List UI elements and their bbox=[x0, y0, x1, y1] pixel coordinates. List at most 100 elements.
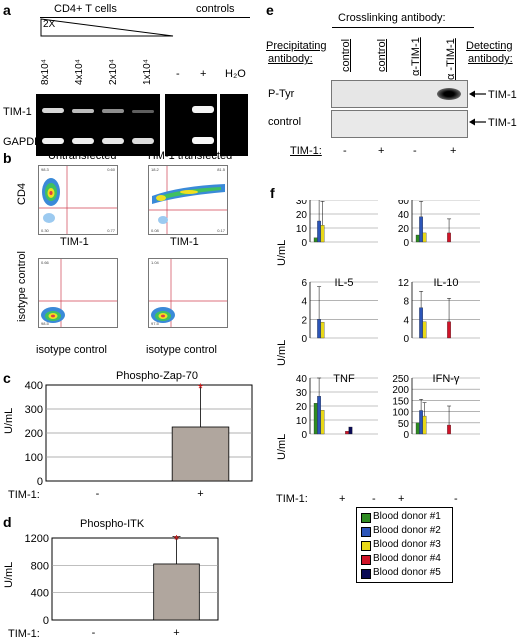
x-label-tim1-left: TIM-1 bbox=[60, 236, 89, 248]
tim-sign: - bbox=[413, 145, 417, 157]
chart-f-bar bbox=[419, 410, 423, 435]
chart-f-bar bbox=[313, 237, 318, 243]
facs-transfected-isotype: 1.04 97.5 bbox=[148, 258, 228, 328]
quadrant-value: 0.17 bbox=[217, 228, 225, 233]
chart-f-tick-label: 10 bbox=[296, 416, 308, 427]
precip-label-1: Precipitating bbox=[266, 40, 327, 52]
legend-label: Blood donor #1 bbox=[373, 511, 441, 522]
band bbox=[72, 109, 94, 113]
chart-c-tick-label: 400 bbox=[25, 380, 43, 392]
tim1-row-label-f: TIM-1: bbox=[276, 493, 308, 505]
chart-c-xlabel: TIM-1: bbox=[8, 489, 40, 501]
chart-d-tick-label: 800 bbox=[31, 560, 49, 572]
chart-f-tick-label: 2 bbox=[301, 315, 307, 326]
chart-f-tick-label: 6 bbox=[301, 278, 307, 289]
legend-swatch bbox=[361, 541, 371, 551]
band bbox=[42, 108, 64, 113]
panel-c-letter: c bbox=[3, 370, 11, 386]
chart-f-tick-label: 8 bbox=[403, 297, 409, 308]
quadrant-value: 98.3 bbox=[41, 167, 49, 172]
chart-c-category-label: + bbox=[197, 488, 203, 498]
legend-swatch bbox=[361, 527, 371, 537]
chart-f-bar bbox=[320, 321, 325, 339]
quadrant-value: 18.2 bbox=[151, 167, 159, 172]
chart-d-title: Phospho-ITK bbox=[80, 518, 145, 530]
crosslinking-underline bbox=[332, 27, 474, 28]
chart-f-tick-label: 20 bbox=[296, 402, 308, 413]
chart-f-bar bbox=[447, 321, 451, 339]
row-label-ptyr: P-Tyr bbox=[268, 88, 295, 100]
blot-ptyr bbox=[331, 80, 468, 108]
band bbox=[192, 106, 214, 113]
tim-sign-f: + bbox=[339, 493, 346, 505]
chart-f-bar bbox=[320, 225, 325, 243]
legend-label: Blood donor #5 bbox=[373, 567, 441, 578]
band bbox=[72, 138, 94, 144]
chart-d: 0 400 800 1200 - * + bbox=[25, 532, 219, 638]
chart-c-title: Phospho-Zap-70 bbox=[116, 370, 198, 382]
chart-f: 010203040IL-2020406080IL-40246IL-504812I… bbox=[296, 200, 480, 441]
chart-f-tick-label: 4 bbox=[301, 297, 307, 308]
chart-f-tick-label: 4 bbox=[403, 315, 409, 326]
lane-anti-tim1-2: α -TIM-1 bbox=[445, 38, 457, 80]
lane-label-4: 1x10⁴ bbox=[142, 59, 153, 85]
tim-sign-f: - bbox=[454, 493, 458, 505]
chart-c-category-label: - bbox=[96, 488, 100, 498]
lane-label-2: 4x10⁴ bbox=[74, 59, 85, 85]
chart-f-bar bbox=[348, 426, 353, 435]
row-label-tim1: TIM-1 bbox=[3, 106, 32, 118]
chart-d-tick-label: 0 bbox=[43, 615, 49, 627]
chart-f-tick-label: 0 bbox=[403, 430, 409, 441]
chart-f-tick-label: 12 bbox=[398, 278, 410, 289]
quadrant-value: 81.5 bbox=[217, 167, 225, 172]
crosslinking-header: Crosslinking antibody: bbox=[338, 12, 446, 24]
chart-f-bar bbox=[422, 415, 427, 435]
chart-f-bar bbox=[415, 422, 420, 435]
detect-label-1: Detecting bbox=[466, 40, 513, 52]
cd4-group-label: CD4+ T cells bbox=[54, 3, 117, 15]
band bbox=[132, 138, 154, 144]
precip-label-2: antibody: bbox=[268, 53, 313, 65]
chart-f-bar bbox=[415, 234, 420, 243]
chart-f-bar bbox=[345, 431, 349, 435]
chart-c-bar bbox=[171, 426, 230, 482]
quadrant-value: 0.30 bbox=[41, 228, 49, 233]
chart-d-category-label: + bbox=[173, 627, 179, 638]
chart-f-bar bbox=[422, 232, 427, 243]
chart-f-tick-label: 60 bbox=[398, 200, 410, 207]
chart-f-title: TNF bbox=[333, 373, 355, 385]
tim1-row-label-e: TIM-1: bbox=[290, 145, 322, 157]
detect-tim1-2: TIM-1 bbox=[488, 117, 517, 129]
chart-c: 0 100 200 300 400 - * + bbox=[25, 380, 253, 498]
lane-label-3: 2x10⁴ bbox=[108, 59, 119, 85]
panel-b-letter: b bbox=[3, 150, 12, 166]
legend-label: Blood donor #3 bbox=[373, 539, 441, 550]
chart-c-tick-label: 0 bbox=[37, 476, 43, 488]
panel-d-letter: d bbox=[3, 514, 12, 530]
control-lane-plus: + bbox=[200, 68, 207, 80]
y-label-cd4: CD4 bbox=[16, 182, 28, 205]
chart-f-tick-label: 0 bbox=[403, 334, 409, 345]
facs-untransfected-isotype: 0.66 98.5 bbox=[38, 258, 118, 328]
tim-sign: + bbox=[378, 145, 385, 157]
untransfected-label: Untransfected bbox=[48, 150, 117, 162]
lane-control-2: control bbox=[376, 38, 388, 72]
tim-sign: - bbox=[343, 145, 347, 157]
chart-f-tick-label: 20 bbox=[296, 210, 308, 221]
chart-f-tick-label: 0 bbox=[301, 238, 307, 249]
control-lane-water: H₂O bbox=[225, 68, 246, 80]
chart-f-tick-label: 20 bbox=[398, 224, 410, 235]
ylabel-f-3: U/mL bbox=[276, 433, 288, 460]
chart-f-tick-label: 100 bbox=[392, 408, 409, 419]
chart-f-title: IL-5 bbox=[335, 277, 354, 289]
chart-f-tick-label: 0 bbox=[301, 334, 307, 345]
y-label-isotype: isotype control bbox=[16, 251, 28, 322]
lane-control-1: control bbox=[340, 38, 352, 72]
tim-sign-f: + bbox=[398, 493, 405, 505]
gel-main bbox=[36, 94, 160, 156]
legend-label: Blood donor #2 bbox=[373, 525, 441, 536]
row-label-control: control bbox=[268, 116, 302, 128]
tim1-transfected-label: TIM-1 transfected bbox=[146, 150, 233, 162]
band bbox=[102, 109, 124, 113]
chart-f-bar bbox=[317, 220, 321, 243]
